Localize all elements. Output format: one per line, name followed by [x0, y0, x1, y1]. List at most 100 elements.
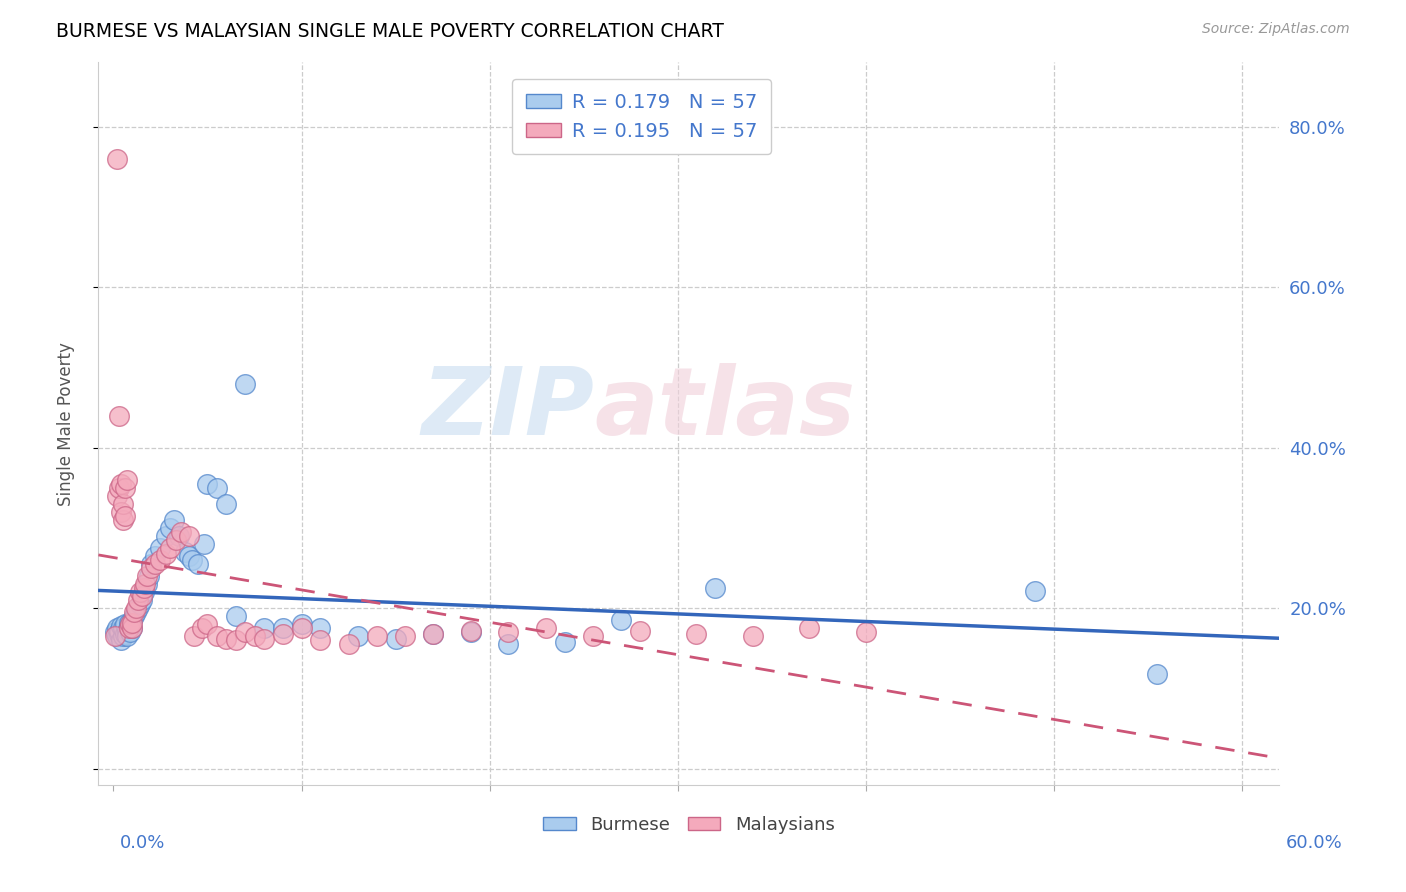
Point	[111, 621, 134, 635]
Point	[115, 473, 138, 487]
Text: 0.0%: 0.0%	[120, 834, 165, 852]
Point	[127, 601, 149, 615]
Point	[120, 617, 142, 632]
Point	[628, 624, 651, 638]
Point	[855, 625, 877, 640]
Point	[554, 635, 576, 649]
Point	[685, 627, 707, 641]
Point	[243, 630, 266, 644]
Point	[121, 615, 143, 630]
Point	[110, 633, 132, 648]
Point	[271, 627, 294, 641]
Y-axis label: Single Male Poverty: Single Male Poverty	[56, 342, 75, 506]
Point	[174, 545, 197, 559]
Point	[309, 633, 332, 648]
Point	[187, 557, 209, 571]
Point	[132, 585, 155, 599]
Point	[1146, 667, 1168, 681]
Point	[115, 624, 138, 638]
Point	[169, 529, 191, 543]
Point	[111, 513, 134, 527]
Point	[193, 537, 215, 551]
Point	[131, 593, 153, 607]
Point	[105, 621, 128, 635]
Point	[155, 529, 177, 543]
Point	[125, 605, 148, 619]
Point	[337, 637, 360, 651]
Point	[114, 617, 136, 632]
Point	[347, 630, 370, 644]
Point	[177, 529, 200, 543]
Point	[170, 524, 193, 539]
Point	[422, 627, 444, 641]
Point	[460, 624, 482, 638]
Point	[108, 624, 131, 638]
Point	[215, 632, 238, 646]
Point	[163, 513, 186, 527]
Point	[108, 627, 131, 641]
Point	[1024, 583, 1046, 598]
Point	[105, 489, 128, 503]
Point	[177, 549, 200, 564]
Point	[122, 609, 145, 624]
Text: BURMESE VS MALAYSIAN SINGLE MALE POVERTY CORRELATION CHART: BURMESE VS MALAYSIAN SINGLE MALE POVERTY…	[56, 22, 724, 41]
Point	[121, 614, 143, 628]
Point	[253, 632, 276, 646]
Point	[290, 621, 312, 635]
Point	[233, 376, 256, 391]
Point	[181, 553, 204, 567]
Point	[104, 625, 127, 640]
Point	[136, 577, 159, 591]
Point	[114, 481, 136, 495]
Point	[108, 409, 131, 423]
Point	[121, 621, 143, 635]
Point	[183, 630, 205, 644]
Point	[205, 630, 228, 644]
Point	[197, 476, 219, 491]
Point	[131, 589, 153, 603]
Text: atlas: atlas	[595, 363, 856, 455]
Point	[114, 508, 136, 523]
Point	[104, 630, 127, 644]
Point	[111, 497, 134, 511]
Point	[117, 615, 139, 630]
Point	[110, 619, 132, 633]
Point	[110, 476, 132, 491]
Point	[139, 557, 162, 571]
Point	[134, 577, 156, 591]
Point	[105, 630, 128, 644]
Point	[460, 625, 482, 640]
Point	[111, 630, 134, 644]
Legend: Burmese, Malaysians: Burmese, Malaysians	[536, 808, 842, 841]
Point	[225, 609, 247, 624]
Point	[143, 557, 166, 571]
Point	[309, 621, 332, 635]
Point	[498, 625, 520, 640]
Point	[741, 630, 763, 644]
Point	[120, 625, 142, 640]
Point	[132, 582, 155, 596]
Point	[139, 561, 162, 575]
Point	[117, 619, 139, 633]
Point	[127, 593, 149, 607]
Point	[610, 614, 633, 628]
Point	[143, 549, 166, 564]
Point	[197, 617, 219, 632]
Point	[128, 598, 150, 612]
Point	[290, 617, 312, 632]
Point	[108, 481, 131, 495]
Point	[128, 585, 150, 599]
Point	[366, 630, 388, 644]
Point	[105, 152, 128, 166]
Point	[136, 569, 159, 583]
Point	[215, 497, 238, 511]
Point	[149, 553, 172, 567]
Text: 60.0%: 60.0%	[1286, 834, 1343, 852]
Point	[271, 621, 294, 635]
Point	[534, 621, 557, 635]
Point	[191, 621, 214, 635]
Point	[799, 621, 821, 635]
Point	[117, 621, 139, 635]
Point	[110, 505, 132, 519]
Text: ZIP: ZIP	[422, 363, 595, 455]
